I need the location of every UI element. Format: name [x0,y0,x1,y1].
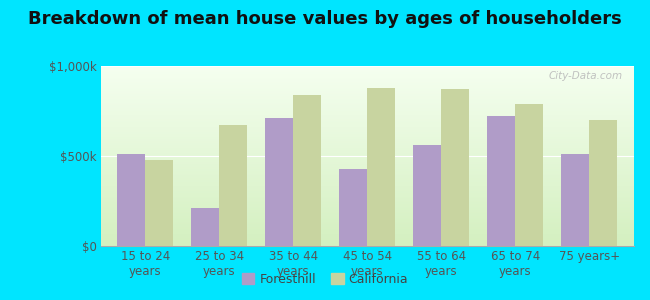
Text: Breakdown of mean house values by ages of householders: Breakdown of mean house values by ages o… [28,11,622,28]
Bar [515,104,543,246]
Bar [590,120,618,246]
Text: City-Data.com: City-Data.com [549,71,623,81]
Bar [293,95,321,246]
Bar [488,116,515,246]
Bar [561,154,590,246]
Bar [191,208,219,246]
Bar [413,145,441,246]
Legend: Foresthill, California: Foresthill, California [237,268,413,291]
Bar [265,118,293,246]
Bar [145,160,174,246]
Bar [339,169,367,246]
Bar [117,154,145,246]
Bar [441,89,469,246]
Bar [367,88,395,246]
Bar [219,125,247,246]
